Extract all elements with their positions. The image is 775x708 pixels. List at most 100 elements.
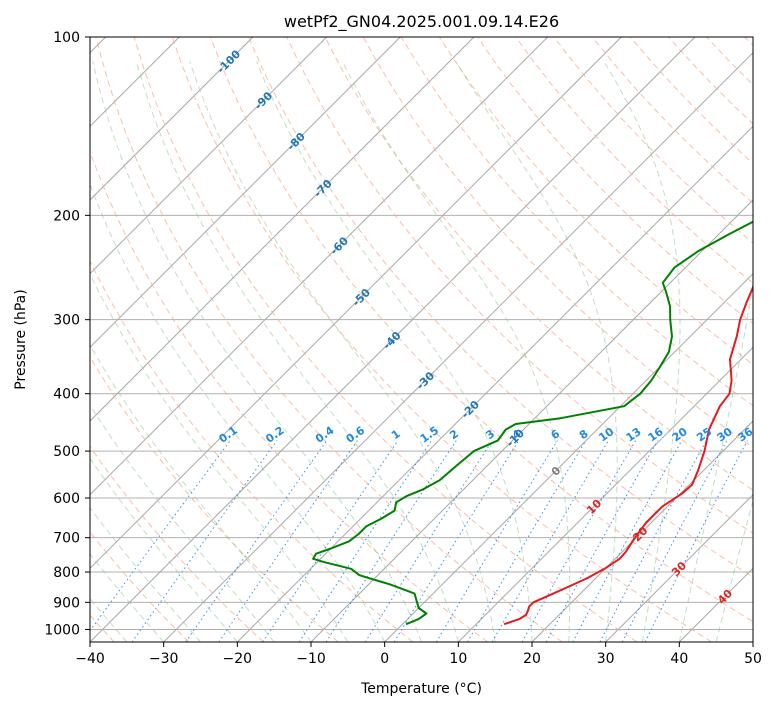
y-tick-label: 200 [53,208,80,224]
moist-adiabat [90,506,201,642]
mixing-ratio-label: 36 [735,425,755,445]
mixing-ratio-label: 13 [624,425,644,444]
dry-adiabat [744,37,753,47]
dry-adiabat [668,37,753,125]
x-tick-label: −40 [75,651,105,667]
moist-adiabat [189,61,496,642]
x-tick-label: 10 [449,651,467,667]
isotherm-line [531,420,753,642]
background-lines [90,37,753,642]
isotherm-line [457,346,753,642]
moist-adiabat [90,553,165,642]
isotherm-label: -90 [252,89,275,112]
y-tick-label: 500 [53,444,80,460]
moist-adiabat [455,61,618,642]
y-tick-label: 600 [53,491,80,507]
isotherm-line [384,272,753,642]
y-tick-label: 300 [53,313,80,329]
isotherm-line [90,37,622,570]
moist-adiabat [90,457,238,642]
mixing-ratio-label: 2 [447,427,461,442]
mixing-ratio-line [364,440,493,642]
y-tick-label: 700 [53,531,80,547]
mixing-ratio-label: 25 [694,425,714,444]
mixing-ratio-line [90,440,231,632]
isotherm-line [90,37,328,275]
dry-adiabat [90,445,264,642]
mixing-ratio-label: 1.5 [418,424,441,446]
mixing-ratio-label: 0.4 [313,424,337,446]
mixing-ratio-line [599,440,707,642]
mixing-ratio-line [185,440,328,642]
y-tick-label: 900 [53,595,80,611]
dry-adiabat [90,356,339,642]
moist-adiabat [90,272,349,642]
mixing-ratio-line [325,440,457,642]
moist-adiabat [603,61,681,642]
mixing-ratio-line [393,440,520,642]
moist-adiabat [90,404,275,642]
y-tick-label: 400 [53,387,80,403]
x-tick-label: 40 [670,651,688,667]
dry-adiabat [95,37,563,642]
isotherm-line [163,51,753,642]
x-tick-label: 20 [523,651,541,667]
mixing-ratio-line [298,440,432,642]
mixing-ratio-line [435,440,558,642]
mixing-ratio-line [467,440,587,642]
dry-adiabat [90,150,488,642]
y-tick-label: 100 [53,30,80,46]
mixing-ratio-line [545,440,659,642]
isotherm-line [310,199,753,642]
dry-adiabat [133,37,638,642]
axes: −40 −30 −20 −10 0 10 20 30 40 5010020030040050060… [44,30,762,667]
y-axis-label: Pressure (hPa) [13,289,29,389]
isotherm-label: -100 [215,47,244,76]
mixing-ratio-line [491,440,609,642]
isotherm-line [90,37,401,349]
mixing-ratio-label: 16 [646,425,666,445]
isotherm-line [90,37,475,422]
isotherm-line [678,567,753,642]
dry-adiabat [706,37,753,86]
dry-adiabat [591,37,753,204]
x-tick-label: −30 [149,651,179,667]
moist-adiabat [92,61,422,642]
mixing-ratio-label: 6 [549,427,563,442]
y-tick-label: 1000 [44,622,80,638]
x-tick-label: 50 [744,651,762,667]
mixing-ratio-line [621,440,728,642]
dry-adiabat [286,37,753,534]
isotherm-line [90,37,254,201]
chart-title: wetPf2_GN04.2025.001.09.14.E26 [284,12,559,32]
dry-adiabat [90,259,414,642]
x-tick-label: −10 [296,651,326,667]
moist-adiabat [90,597,128,642]
dewpoint-profile [312,220,753,626]
mixing-ratio-label: 8 [577,427,591,442]
isotherm-line [236,125,753,642]
mixing-ratio-line [218,440,358,642]
moist-adiabat [90,343,312,642]
y-tick-label: 800 [53,565,80,581]
dry-adiabat [248,37,753,578]
profiles [312,220,753,626]
moist-adiabat [135,61,459,642]
moist-adiabat [341,61,571,642]
x-axis-label: Temperature (°C) [360,681,482,697]
mixing-ratio-label: 0.1 [217,424,240,446]
moist-adiabat [90,182,386,642]
dry-adiabat [210,37,753,623]
moist-adiabat [715,499,753,642]
isotherm-label: -80 [285,130,308,153]
isotherm-line [605,493,753,642]
temperature-profile [503,284,753,626]
x-tick-label: 30 [597,651,615,667]
plot-frame [89,36,754,643]
isotherm-line [752,641,753,642]
x-tick-label: 0 [380,651,389,667]
mixing-ratio-line [521,440,637,642]
isotherm-line [90,37,549,496]
mixing-ratio-line [262,440,399,642]
